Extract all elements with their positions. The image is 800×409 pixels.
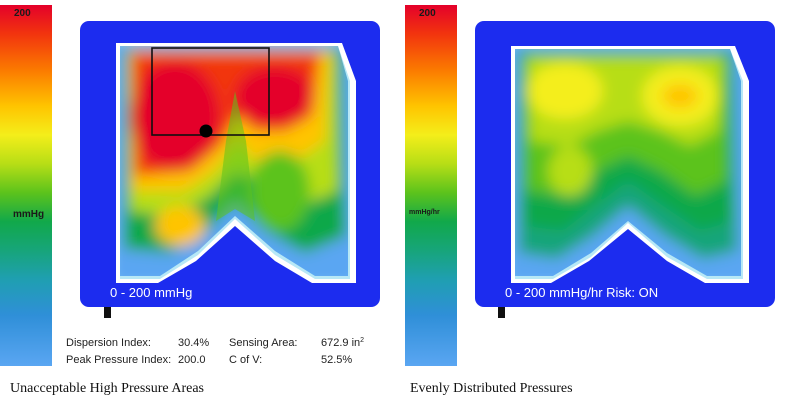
scale-unit-label: mmHg [13,209,45,220]
mat-connector [498,307,505,318]
pressure-mat-map: 0 - 200 mmHg/hr Risk: ON [475,21,775,307]
mat-connector [104,307,111,318]
dispersion-index-value: 30.4% [178,337,210,349]
right-pressure-panel: 200 mmHg/hr 0 [405,0,800,379]
right-caption: Evenly Distributed Pressures [410,381,573,396]
sensing-area-label: Sensing Area: [229,337,298,349]
pressure-rate-color-scale: 200 mmHg/hr [405,5,457,366]
left-pressure-panel: 200 mmHg [0,0,395,379]
pressure-heatmap [511,46,749,283]
pressure-heatmap [116,43,356,283]
mat-range-label: 0 - 200 mmHg [110,285,193,300]
coefficient-of-variation-value: 52.5% [321,354,353,366]
mat-range-label: 0 - 200 mmHg/hr Risk: ON [505,285,659,300]
coefficient-of-variation-label: C of V: [229,354,263,366]
pressure-mat-map: 0 - 200 mmHg [80,21,380,307]
sensing-area-unit-exponent: 2 [360,337,365,344]
spine-low-pressure-band [216,91,255,221]
peak-pressure-marker[interactable] [199,124,213,138]
scale-max-label: 200 [419,8,436,19]
dispersion-index-label: Dispersion Index: [66,337,151,349]
peak-pressure-index-label: Peak Pressure Index: [66,354,172,366]
scale-unit-label: mmHg/hr [409,209,440,216]
scale-max-label: 200 [14,8,31,19]
sensing-area-value: 672.9 in2 [321,337,365,349]
peak-pressure-index-value: 200.0 [178,354,206,366]
pressure-color-scale: 200 mmHg [0,5,52,366]
left-caption: Unacceptable High Pressure Areas [10,381,204,396]
